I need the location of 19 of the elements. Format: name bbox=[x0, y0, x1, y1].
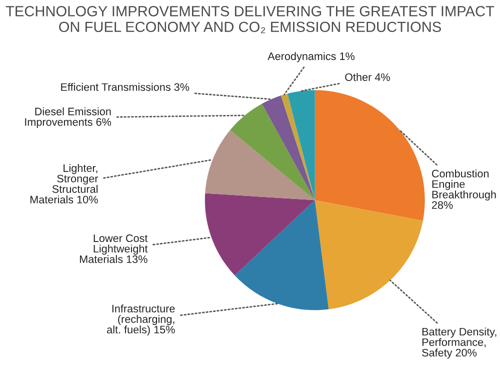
slice-label: Combustion Engine Breakthrough 28% bbox=[432, 169, 496, 209]
chart-title: TECHNOLOGY IMPROVEMENTS DELIVERING THE GREATEST IMPACT ON FUEL ECONOMY AND CO₂ EMISSION REDUCTIONS bbox=[6, 6, 494, 34]
slice-label: Other 4% bbox=[345, 73, 390, 81]
slice-label: Aerodynamics 1% bbox=[268, 52, 355, 62]
slice-label: Lighter, Stronger Structural Materials 10% bbox=[30, 164, 98, 204]
slice-label: Lower Cost Lightweight Materials 13% bbox=[80, 234, 148, 264]
pie-slice bbox=[230, 104, 315, 200]
pie-slice bbox=[288, 90, 315, 200]
slice-label: Battery Density, Performance, Safety 20% bbox=[422, 328, 496, 359]
pie-slice bbox=[205, 130, 315, 200]
pie-slice bbox=[280, 94, 315, 200]
slice-label: Efficient Transmissions 3% bbox=[61, 82, 190, 91]
pie-slice bbox=[204, 193, 315, 276]
pie-slice bbox=[234, 200, 329, 310]
pie-slice bbox=[262, 96, 315, 200]
slice-label: Diesel Emission Improvements 6% bbox=[25, 107, 112, 128]
pie-slice bbox=[314, 90, 425, 221]
slice-label: Infrastructure (recharging, alt. fuels) 15% bbox=[107, 304, 175, 336]
pie-slice bbox=[314, 200, 423, 310]
